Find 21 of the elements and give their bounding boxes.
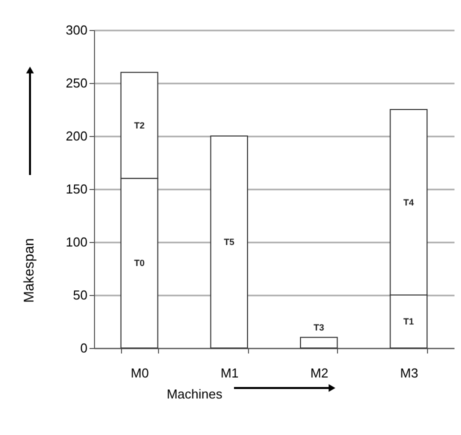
data-label: T0 <box>134 258 145 268</box>
data-label: T4 <box>403 197 414 208</box>
x-tick-label: M3 <box>400 366 418 380</box>
y-tick-label: 250 <box>66 76 88 90</box>
x-tick-label: M2 <box>310 366 328 380</box>
bar <box>210 136 248 348</box>
y-tick-label: 200 <box>66 128 88 144</box>
x-axis-title: Machines <box>166 386 223 402</box>
data-label: T1 <box>403 316 414 326</box>
x-tick-label: M1 <box>220 366 239 380</box>
x-tick-label: M0 <box>130 366 149 380</box>
data-label: T2 <box>134 120 145 130</box>
y-tick-label: 50 <box>73 288 88 302</box>
y-tick-label: 300 <box>66 22 88 38</box>
data-label: T3 <box>314 322 324 332</box>
data-label: T5 <box>224 237 234 247</box>
y-axis-title: Makespan <box>20 238 36 303</box>
y-tick-label: 150 <box>66 182 88 196</box>
y-tick-label: 0 <box>80 340 88 356</box>
bar <box>300 336 338 348</box>
y-tick-label: 100 <box>66 234 88 250</box>
